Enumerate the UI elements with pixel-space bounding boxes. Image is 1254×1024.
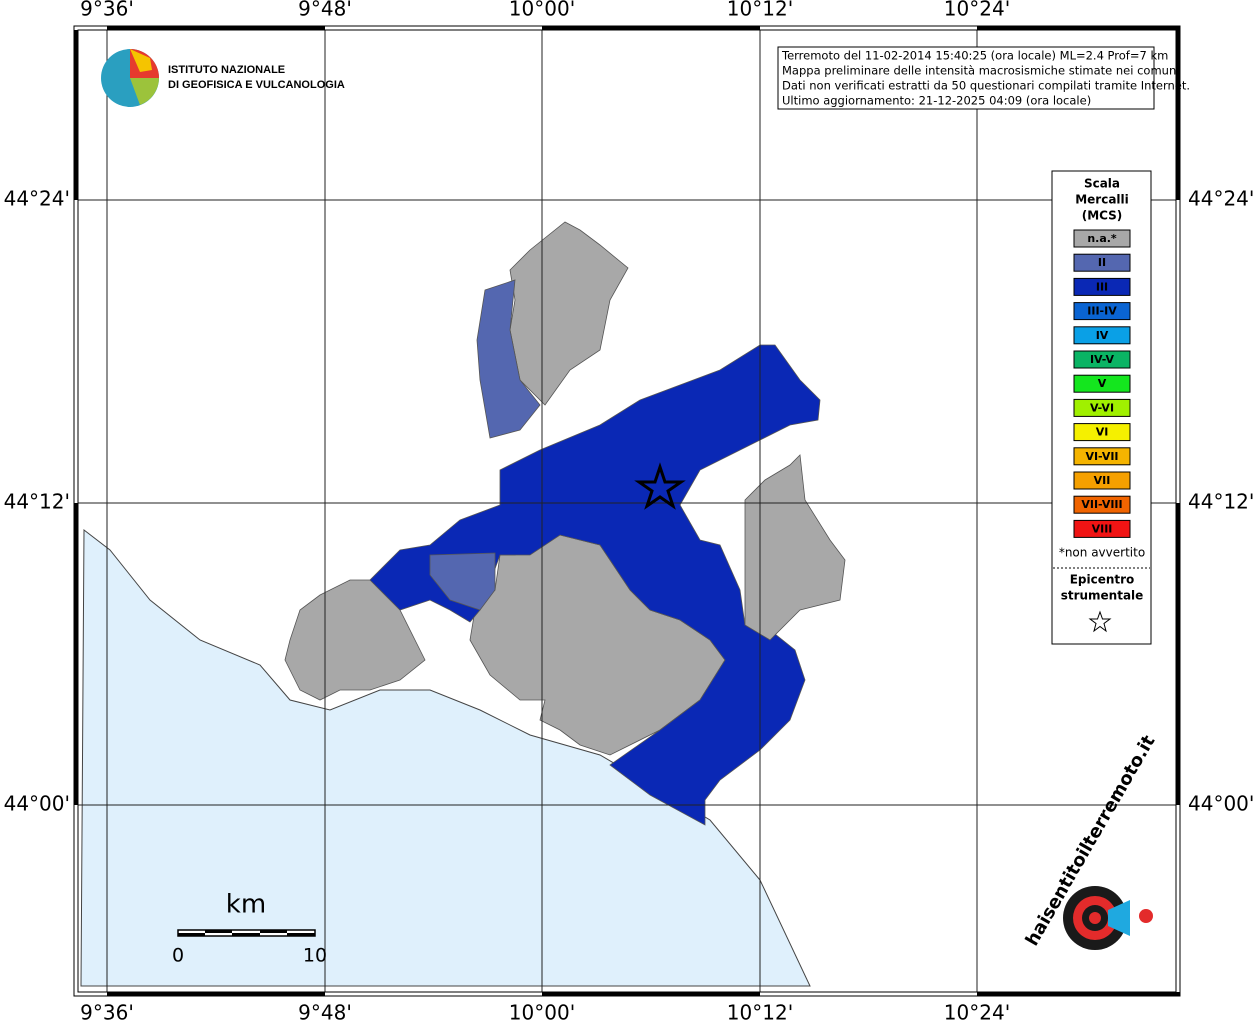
frame	[73, 25, 1181, 997]
legend-epicenter: Epicentro	[1070, 573, 1135, 587]
legend-swatch	[1073, 253, 1131, 272]
lat-label: 44°24'	[4, 187, 70, 211]
lat-label: 44°00'	[1188, 792, 1254, 816]
institute-name: ISTITUTO NAZIONALE	[168, 64, 285, 76]
legend-epicenter: strumentale	[1061, 589, 1144, 603]
legend-swatch	[1073, 471, 1131, 490]
legend-label: VII	[1094, 474, 1111, 487]
lon-label: 10°12'	[727, 0, 793, 21]
region	[284, 579, 426, 701]
scale-tick: 0	[172, 945, 184, 967]
lon-label: 10°12'	[727, 1001, 793, 1024]
legend-label: IV	[1096, 329, 1109, 342]
lon-label: 9°36'	[80, 0, 134, 21]
legend-title: (MCS)	[1082, 209, 1123, 223]
lat-label: 44°24'	[1188, 187, 1254, 211]
institute-name: DI GEOFISICA E VULCANOLOGIA	[168, 79, 345, 91]
epicenter	[634, 462, 686, 510]
legend-label: V	[1098, 377, 1107, 390]
ingv-logo: ISTITUTO NAZIONALE DI GEOFISICA E VULCAN…	[101, 49, 345, 107]
lon-label: 9°48'	[298, 1001, 352, 1024]
lon-label: 10°24'	[944, 0, 1010, 21]
legend-label: VI-VII	[1085, 450, 1118, 463]
info-box	[777, 46, 1155, 110]
legend-label: V-VI	[1090, 401, 1114, 414]
legend-swatch	[1073, 277, 1131, 296]
region	[744, 454, 846, 641]
sea	[80, 528, 811, 987]
region	[369, 344, 821, 826]
legend-label: IV-V	[1090, 353, 1115, 366]
lon-label: 10°00'	[509, 1001, 575, 1024]
legend-label: n.a.*	[1087, 232, 1117, 245]
legend-title: Mercalli	[1075, 193, 1129, 207]
legend-swatch	[1073, 423, 1131, 442]
scale-bar: km 0 10	[172, 890, 327, 967]
legend-swatch	[1073, 519, 1131, 538]
legend-swatch	[1073, 495, 1131, 514]
info-line: Dati non verificati estratti da 50 quest…	[782, 79, 1190, 93]
legend-swatch	[1073, 302, 1131, 321]
legend-title: Scala	[1084, 177, 1120, 191]
lat-label: 44°12'	[1188, 490, 1254, 514]
legend-star	[1088, 610, 1112, 633]
legend-swatch	[1073, 350, 1131, 369]
legend-label: VI	[1096, 426, 1109, 439]
legend-note: *non avvertito	[1059, 546, 1145, 560]
legend-label: II	[1098, 256, 1106, 269]
graticule	[78, 30, 1176, 992]
legend-swatch	[1073, 398, 1131, 417]
region	[429, 552, 496, 611]
lon-label: 9°36'	[80, 1001, 134, 1024]
scale-tick: 10	[303, 945, 327, 967]
lon-label: 10°00'	[509, 0, 575, 21]
legend-label: III-IV	[1087, 305, 1117, 318]
legend-swatch	[1073, 326, 1131, 345]
info-line: Mappa preliminare delle intensità macros…	[782, 64, 1179, 78]
lat-label: 44°12'	[4, 490, 70, 514]
info-line: Terremoto del 11-02-2014 15:40:25 (ora l…	[781, 49, 1168, 63]
scale-unit: km	[226, 890, 266, 920]
legend-label: VIII	[1092, 522, 1113, 535]
legend-swatch	[1073, 229, 1131, 248]
lat-label: 44°00'	[4, 792, 70, 816]
region	[476, 279, 541, 439]
lon-label: 9°48'	[298, 0, 352, 21]
legend-label: III	[1096, 280, 1108, 293]
lon-label: 10°24'	[944, 1001, 1010, 1024]
legend-label: VII-VIII	[1081, 498, 1122, 511]
legend-swatch	[1073, 374, 1131, 393]
legend-swatch	[1073, 447, 1131, 466]
info-line: Ultimo aggiornamento: 21-12-2025 04:09 (…	[782, 94, 1091, 108]
